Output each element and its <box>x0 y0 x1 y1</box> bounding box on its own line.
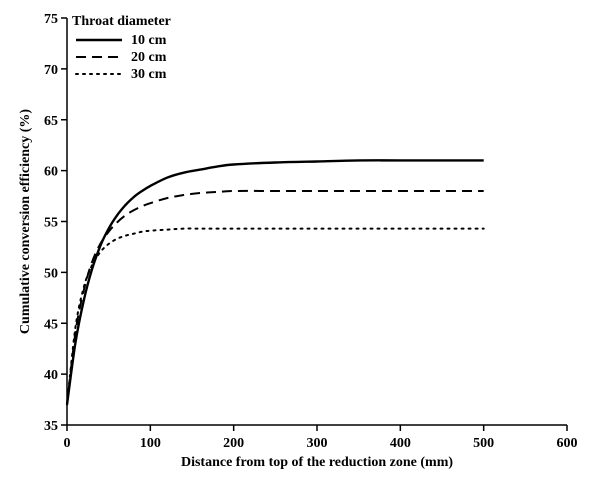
y-tick-label: 75 <box>44 12 58 27</box>
legend-title: Throat diameter <box>72 14 171 29</box>
y-tick-label: 60 <box>44 165 58 180</box>
y-tick-label: 55 <box>44 216 58 231</box>
x-tick-label: 200 <box>223 436 244 451</box>
y-axis-title: Cumulative conversion efficiency (%) <box>18 109 33 334</box>
x-tick-label: 300 <box>307 436 328 451</box>
y-tick-label: 45 <box>44 317 58 332</box>
legend-label: 20 cm <box>131 50 167 65</box>
x-axis-title: Distance from top of the reduction zone … <box>181 455 453 470</box>
x-tick-label: 0 <box>64 436 71 451</box>
legend-label: 30 cm <box>131 67 167 82</box>
y-tick-label: 40 <box>44 368 58 383</box>
series-layer <box>65 159 485 406</box>
x-axis-ticks: 0 100 200 300 400 500 600 <box>64 425 578 451</box>
legend-label: 10 cm <box>131 33 167 48</box>
y-tick-label: 70 <box>44 63 58 78</box>
x-tick-label: 100 <box>140 436 161 451</box>
y-tick-label: 35 <box>44 419 58 434</box>
x-tick-label: 600 <box>557 436 578 451</box>
y-tick-label: 65 <box>44 114 58 129</box>
series-line-10-cm <box>65 159 484 405</box>
x-tick-label: 500 <box>473 436 494 451</box>
x-tick-label: 400 <box>390 436 411 451</box>
legend: Throat diameter 10 cm 20 cm 30 cm <box>72 14 171 82</box>
series-line-30-cm <box>66 227 485 406</box>
series-line-20-cm <box>66 189 484 405</box>
y-tick-label: 50 <box>44 266 58 281</box>
y-axis-ticks: 35 40 45 50 55 60 65 70 75 <box>44 12 67 434</box>
